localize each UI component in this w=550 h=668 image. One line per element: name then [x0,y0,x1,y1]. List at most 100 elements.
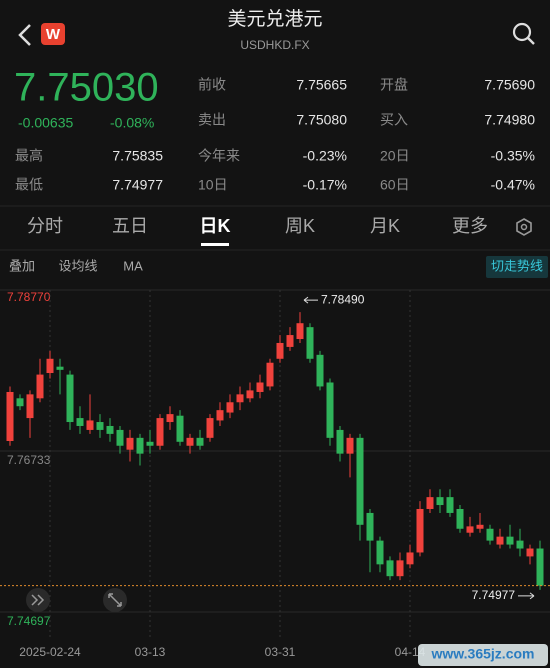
toolbar-item[interactable]: 叠加 [9,258,35,273]
change: -0.00635 [18,115,73,131]
candle-body [406,552,414,565]
candle-body [476,524,484,529]
candle-body [156,418,164,446]
stat-label: 最高 [15,148,43,164]
candle-body [76,418,84,426]
candle-body [286,335,294,347]
candle-body [396,560,404,577]
subtitle: USDHKD.FX [240,38,309,52]
expand-button[interactable] [103,588,127,612]
candle-body [36,374,44,399]
stat-value: -0.23% [303,148,347,164]
title: 美元兑港元 [227,8,322,30]
search-button[interactable] [512,22,535,45]
candle-body [96,422,104,430]
stats: 前收 7.75665 开盘 7.75690 卖出 7.75080 买入 7.74980 最高 7.… [15,77,535,193]
y-tick-label: 7.76733 [7,453,51,467]
x-tick-label: 04-14 [395,645,426,659]
logo-text: W [46,26,61,43]
stat-label: 今年来 [198,148,240,164]
candle-body [176,415,184,442]
back-button[interactable] [18,24,31,46]
price: 7.75030 [14,66,159,110]
annotation-label: 7.78490 [321,292,365,306]
stat-value: 7.74977 [112,177,163,193]
candle-body [516,540,524,549]
candle-body [346,437,354,454]
annotation-arrow [518,592,535,600]
stat-value: -0.35% [491,148,535,164]
tabs: 分时 五日 日K 周K 月K 更多 [27,216,488,246]
tab[interactable]: 月K [370,216,400,236]
tab[interactable]: 周K [285,216,315,236]
tab[interactable]: 日K [200,216,231,236]
y-tick-label: 7.78770 [7,290,51,304]
candle-body [66,374,74,423]
stat-value: -0.47% [491,177,535,193]
scroll-button[interactable] [26,588,50,612]
stat-label: 60日 [380,177,410,193]
candle-body [216,410,224,421]
stat-label: 买入 [380,112,408,128]
candle-body [356,437,364,525]
settings-button[interactable] [516,218,532,236]
candle-body [226,402,234,413]
candle-body [506,536,514,545]
candle-body [366,512,374,541]
candle-body [256,382,264,392]
candle-body [436,497,444,506]
candle-body [236,394,244,403]
candle-body [56,366,64,370]
stat-label: 卖出 [198,112,226,128]
annotation-label: 7.74977 [472,588,516,602]
stat-label: 10日 [198,177,228,193]
annotation-arrow [303,296,318,304]
candle-body [116,429,124,446]
candle-body [266,362,274,387]
candle-body [496,536,504,545]
stat-value: 7.75080 [296,112,347,128]
candle-body [186,437,194,446]
tab[interactable]: 五日 [112,216,148,236]
candle-body [26,394,34,419]
x-tick-label: 2025-02-24 [19,645,81,659]
candle-body [296,323,304,340]
logo [41,23,65,45]
x-tick-label: 03-31 [265,645,296,659]
stat-label: 20日 [380,148,410,164]
stat-label: 开盘 [380,77,408,93]
y-tick-label: 7.74697 [7,614,51,628]
tab-indicator [201,243,229,246]
watermark-box [418,644,548,666]
candle-body [426,497,434,509]
candle-body [486,528,494,541]
candle-body [206,418,214,438]
candle-body [196,437,204,446]
x-tick-label: 03-13 [135,645,166,659]
candle-body [536,548,544,586]
candle-body [126,437,134,450]
candle-body [246,390,254,399]
stat-value: 7.74980 [484,112,535,128]
stat-value: 7.75690 [484,77,535,93]
candle-body [166,414,174,423]
toolbar-item[interactable]: MA [123,258,143,273]
change-pct: -0.08% [110,115,154,131]
stat-value: -0.17% [303,177,347,193]
candle-body [136,437,144,454]
candle-body [526,548,534,557]
watermark: www.365jz.com [431,646,535,662]
candle-body [316,354,324,387]
candle-body [376,540,384,565]
trend-button[interactable] [486,256,548,278]
toolbar-item[interactable]: 设均线 [58,258,97,273]
stat-value: 7.75665 [296,77,347,93]
tab[interactable]: 分时 [27,216,63,236]
stat-value: 7.75835 [112,148,163,164]
tab[interactable]: 更多 [452,216,488,236]
trend-button-label[interactable]: 切走势线 [491,258,543,273]
candle-body [336,429,344,454]
candle-body [386,560,394,577]
